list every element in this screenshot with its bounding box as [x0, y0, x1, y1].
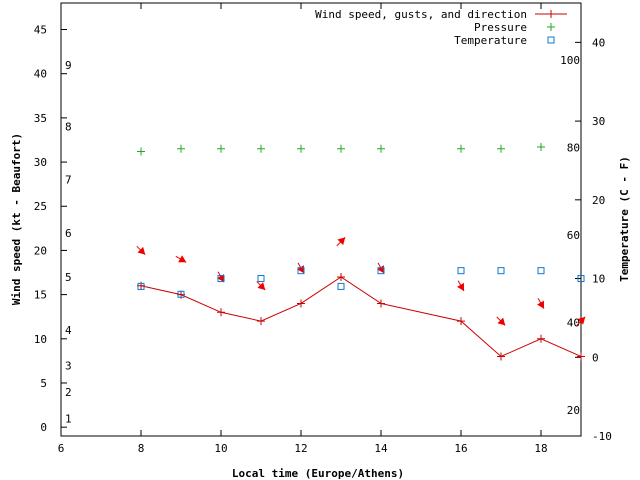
- x-tick-label: 6: [58, 442, 65, 455]
- wind-direction-arrow: [217, 271, 225, 283]
- pressure-point: [257, 144, 265, 153]
- temperature-point: [257, 275, 265, 283]
- wind-speed-point: [257, 317, 265, 326]
- pressure-point: [177, 144, 185, 153]
- tick-labels: 6 8 10 12 14 16 18051015202530354045-100102030…: [34, 24, 612, 455]
- beaufort-label: 1: [65, 412, 72, 425]
- temperature-point: [457, 267, 465, 275]
- beaufort-label: 4: [65, 324, 72, 337]
- legend-temperature-marker: [547, 36, 555, 44]
- x-tick-label: 16: [454, 442, 467, 455]
- pressure-point: [217, 144, 225, 153]
- wind-speed-point: [457, 317, 465, 326]
- legend-wind-label: Wind speed, gusts, and direction: [315, 8, 527, 21]
- y2-axis-label: Temperature (C - F): [618, 156, 631, 282]
- pressure-point: [457, 144, 465, 153]
- beaufort-label: 9: [65, 59, 72, 72]
- x-axis-label: Local time (Europe/Athens): [232, 467, 404, 480]
- wind-direction-arrow: [136, 245, 146, 256]
- pressure-point: [337, 144, 345, 153]
- legend-pressure-label: Pressure: [474, 21, 527, 34]
- pressure-point: [137, 147, 145, 156]
- beaufort-label: 5: [65, 271, 72, 284]
- wind-direction-arrow: [256, 281, 266, 291]
- data-series: [136, 143, 586, 361]
- x-tick-label: 8: [138, 442, 145, 455]
- y-tick-label: 20: [34, 244, 47, 257]
- wind-direction-arrow: [175, 255, 187, 263]
- y2-tick-label: -10: [592, 430, 612, 443]
- y-tick-label: 25: [34, 200, 47, 213]
- x-tick-label: 10: [214, 442, 227, 455]
- pressure-point: [497, 144, 505, 153]
- fahrenheit-label: 20: [567, 404, 580, 417]
- y-tick-label: 45: [34, 24, 47, 37]
- temperature-point: [377, 267, 385, 275]
- beaufort-label: 8: [65, 121, 72, 134]
- y-tick-label: 0: [40, 421, 47, 434]
- wind-direction-arrow: [537, 298, 545, 309]
- wind-speed-point: [577, 352, 585, 361]
- wind-speed-point: [497, 352, 505, 361]
- pressure-point: [297, 144, 305, 153]
- wind-direction-arrow: [496, 316, 506, 326]
- fahrenheit-label: 80: [567, 141, 580, 154]
- temperature-point: [537, 267, 545, 275]
- plot-border: [60, 2, 582, 437]
- plot-frame: [60, 2, 582, 437]
- temperature-point: [297, 267, 305, 275]
- temperature-point: [497, 267, 505, 275]
- y-tick-label: 35: [34, 112, 47, 125]
- wind-speed-point: [297, 299, 305, 308]
- y2-tick-label: 30: [592, 115, 605, 128]
- beaufort-label: 6: [65, 227, 72, 240]
- pressure-point: [377, 144, 385, 153]
- x-tick-label: 12: [294, 442, 307, 455]
- wind-speed-line: [140, 276, 582, 358]
- temperature-point: [137, 282, 145, 290]
- fahrenheit-label: 40: [567, 316, 580, 329]
- legend-temperature-label: Temperature: [454, 34, 527, 47]
- fahrenheit-label: 100: [560, 54, 580, 67]
- wind-speed-point: [377, 299, 385, 308]
- temperature-point: [217, 275, 225, 283]
- wind-direction-arrow: [336, 236, 346, 247]
- fahrenheit-label: 60: [567, 229, 580, 242]
- y2-tick-label: 0: [592, 351, 599, 364]
- x-tick-label: 18: [534, 442, 547, 455]
- temperature-point: [577, 275, 585, 283]
- y-tick-label: 5: [40, 377, 47, 390]
- y-tick-label: 30: [34, 156, 47, 169]
- beaufort-label: 7: [65, 174, 72, 187]
- wind-speed-point: [537, 334, 545, 343]
- beaufort-label: 2: [65, 386, 72, 399]
- y-tick-label: 10: [34, 333, 47, 346]
- temperature-point: [337, 282, 345, 290]
- wind-direction-arrow: [576, 316, 586, 326]
- temperature-point: [177, 290, 185, 298]
- beaufort-label: 3: [65, 359, 72, 372]
- wind-speed-point: [217, 308, 225, 317]
- x-tick-label: 14: [374, 442, 388, 455]
- pressure-point: [537, 143, 545, 152]
- axis-ticks: [60, 3, 581, 437]
- y-axis-label: Wind speed (kt - Beaufort): [10, 133, 23, 305]
- y2-tick-label: 20: [592, 194, 605, 207]
- legend: Wind speed, gusts, and direction Pressur…: [315, 8, 567, 47]
- y2-tick-label: 10: [592, 273, 605, 286]
- y2-tick-label: 40: [592, 36, 605, 49]
- y-tick-label: 15: [34, 289, 47, 302]
- legend-pressure-marker: [547, 23, 555, 31]
- wind-direction-arrow: [457, 280, 465, 292]
- wind-speed-point: [337, 272, 345, 281]
- y-tick-label: 40: [34, 68, 47, 81]
